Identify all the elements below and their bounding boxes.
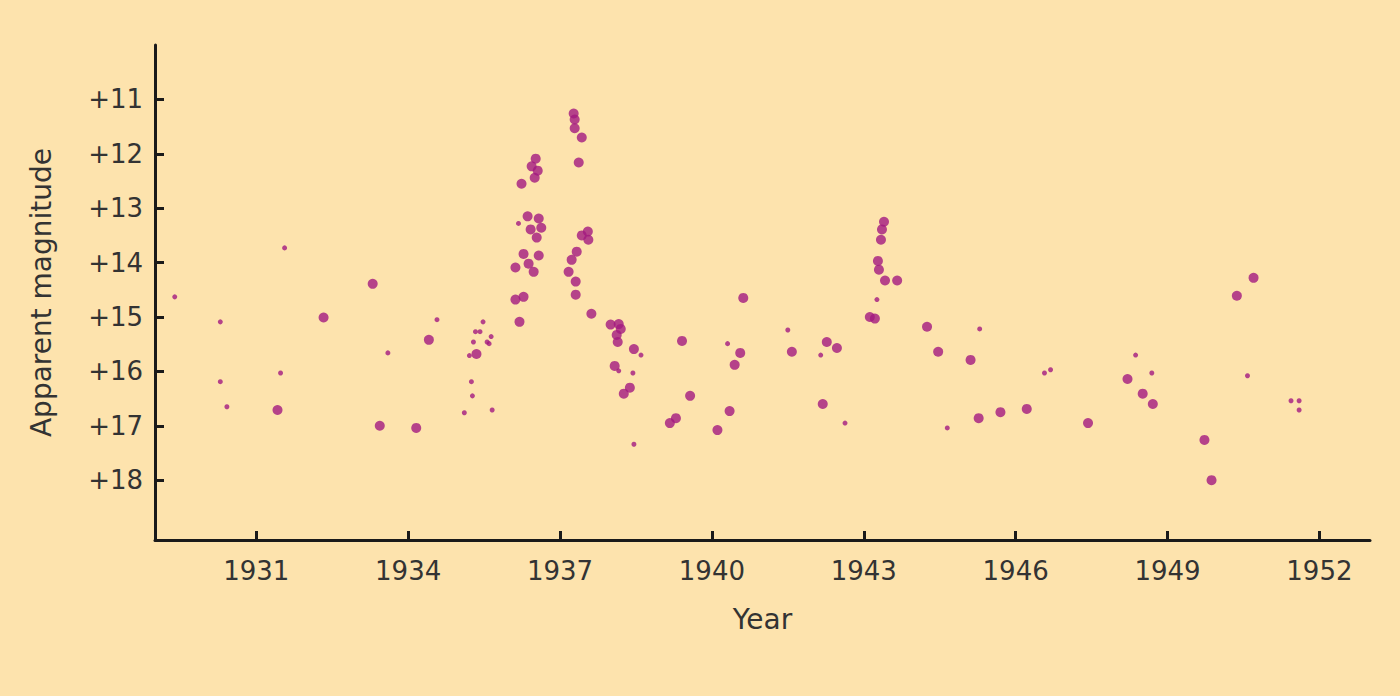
svg-text:1946: 1946: [983, 556, 1049, 586]
svg-text:+17: +17: [88, 411, 143, 441]
svg-text:+13: +13: [88, 193, 143, 223]
svg-text:1931: 1931: [223, 556, 289, 586]
svg-text:1940: 1940: [679, 556, 745, 586]
svg-text:1952: 1952: [1286, 556, 1352, 586]
svg-text:+11: +11: [88, 84, 143, 114]
svg-text:1949: 1949: [1134, 556, 1200, 586]
svg-text:1937: 1937: [527, 556, 593, 586]
svg-text:Year: Year: [732, 603, 793, 636]
svg-text:Apparent magnitude: Apparent magnitude: [25, 148, 58, 437]
svg-text:+14: +14: [88, 248, 143, 278]
svg-text:1934: 1934: [375, 556, 441, 586]
svg-text:+12: +12: [88, 139, 143, 169]
svg-text:+18: +18: [88, 465, 143, 495]
svg-text:1943: 1943: [831, 556, 897, 586]
svg-text:+15: +15: [88, 302, 143, 332]
svg-text:+16: +16: [88, 356, 143, 386]
